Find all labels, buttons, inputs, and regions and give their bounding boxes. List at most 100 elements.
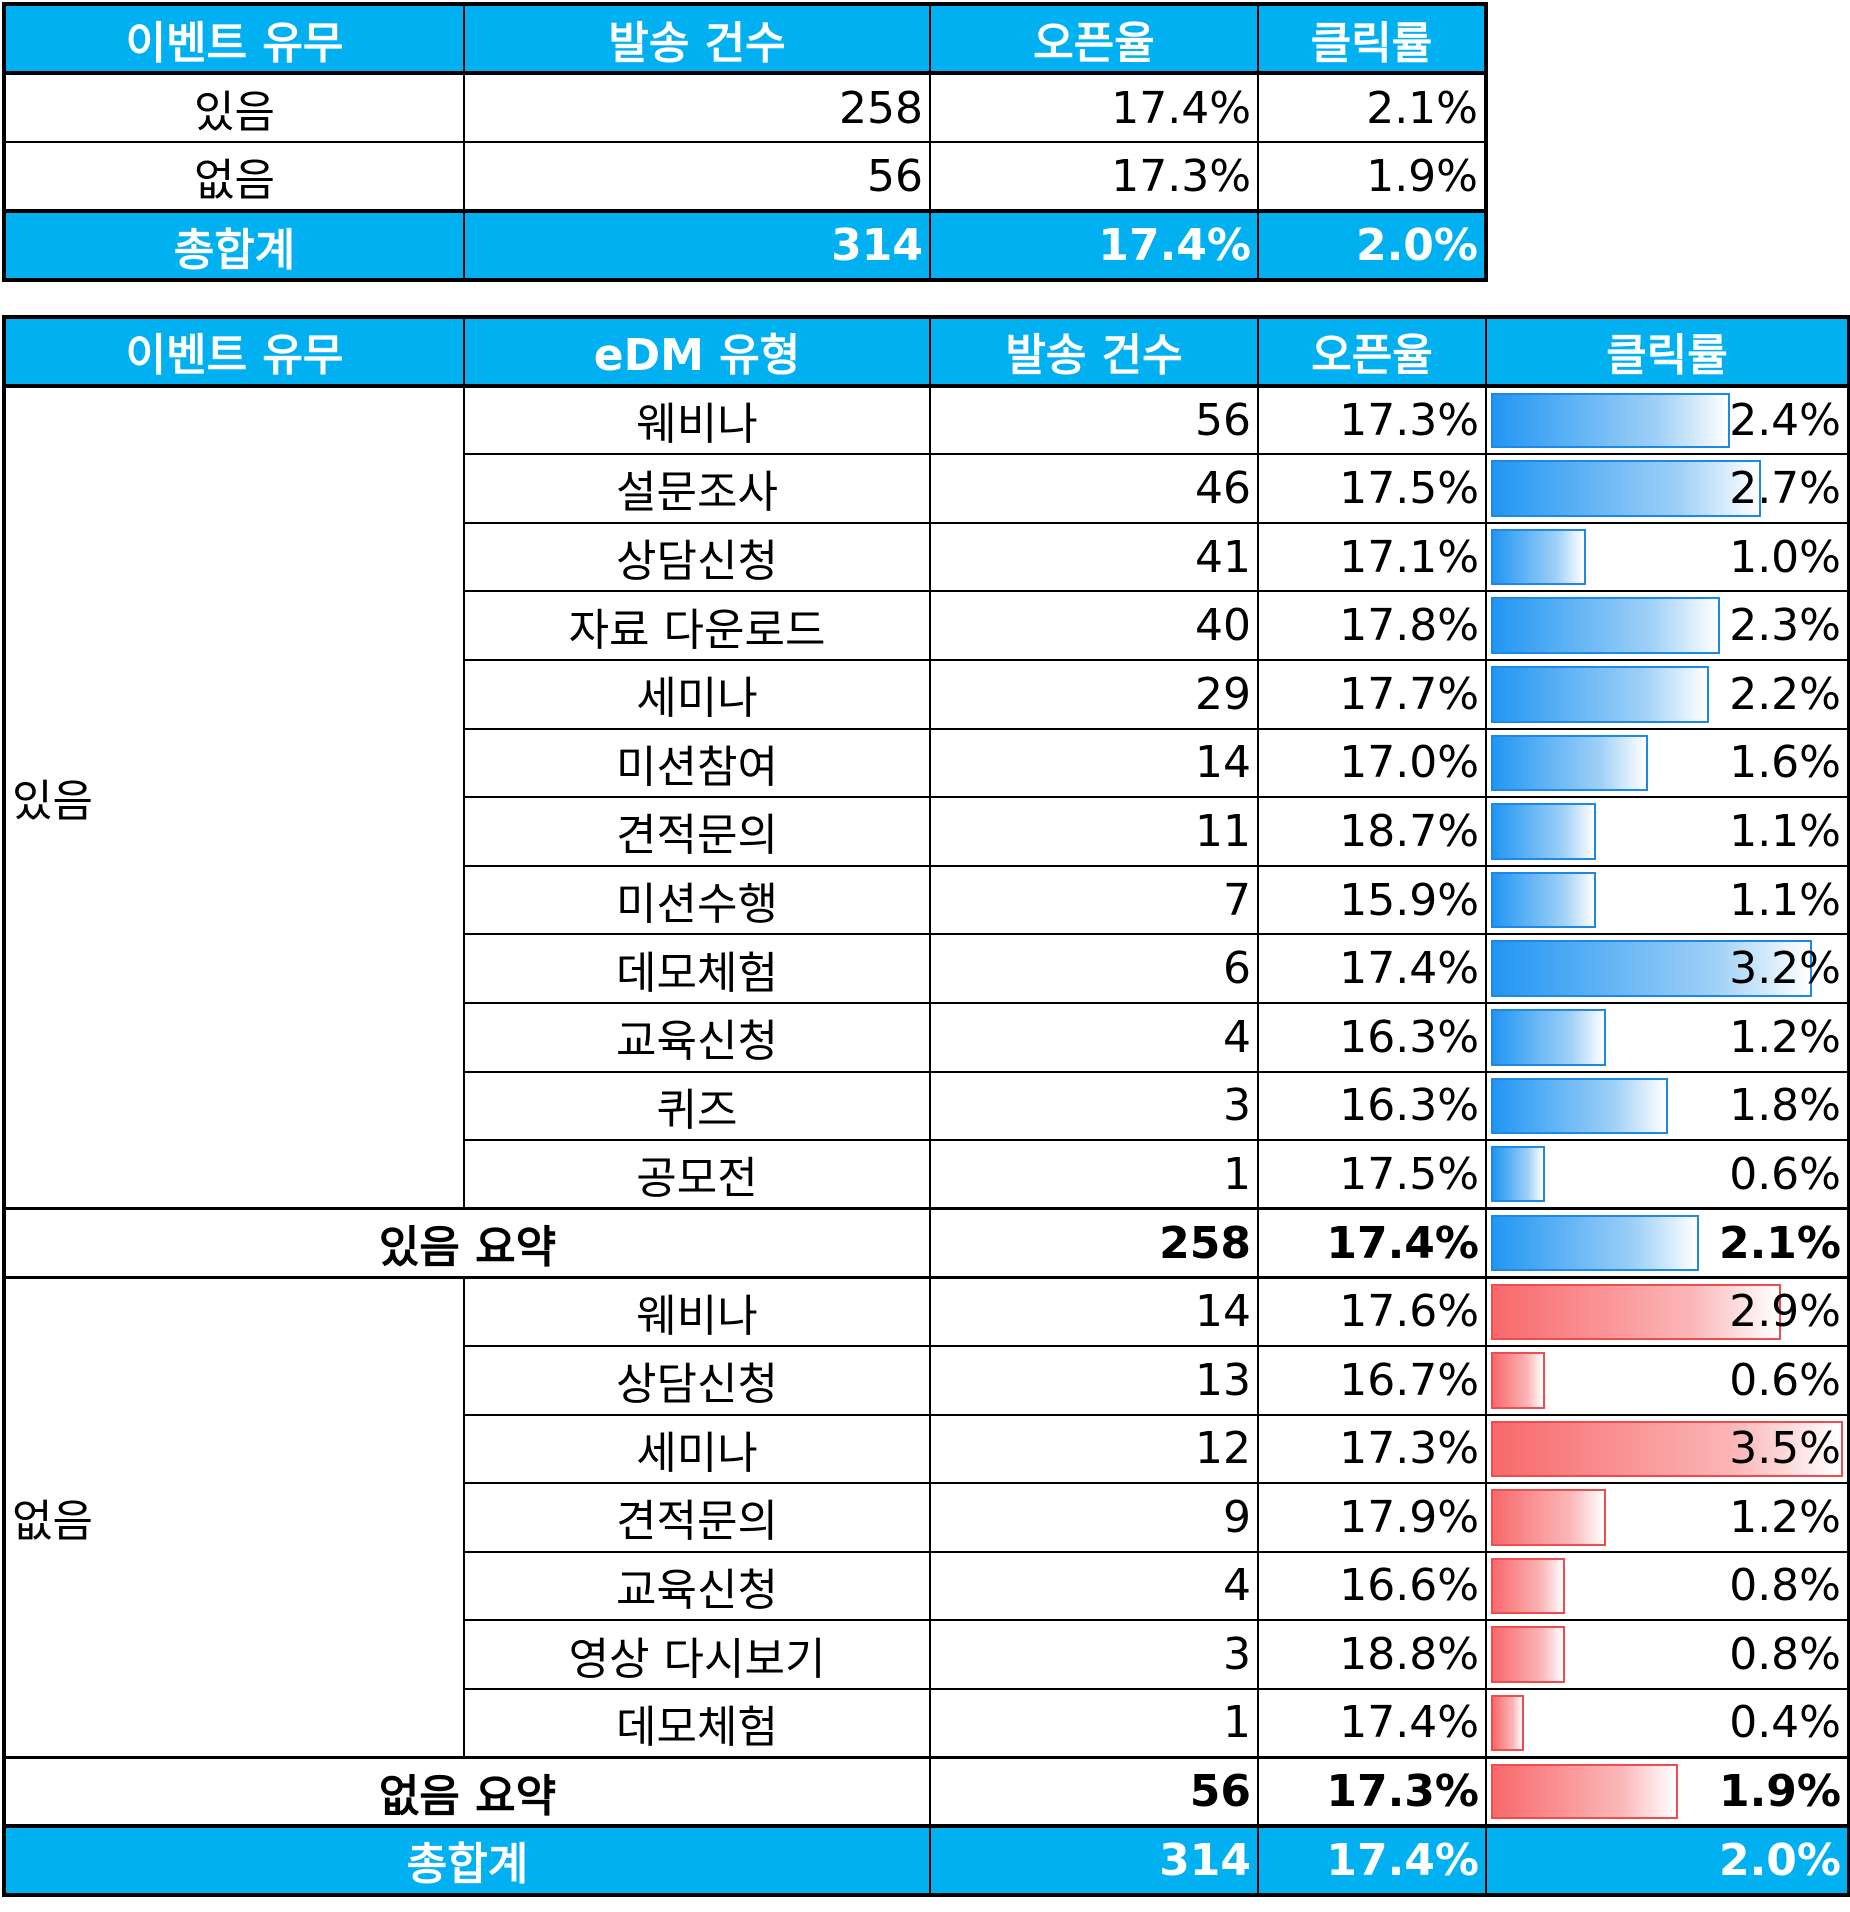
- count-cell: 56: [929, 384, 1259, 456]
- click-rate-value: 2.7%: [1729, 462, 1841, 514]
- edm-type-cell: 데모체험: [463, 933, 931, 1004]
- group-summary-label: 있음 요약: [3, 1207, 931, 1279]
- total-open-rate: 17.4%: [929, 209, 1259, 281]
- click-rate-cell: 3.2%: [1485, 933, 1850, 1004]
- edm-type-cell: 교육신청: [463, 1001, 931, 1073]
- total-click-rate: 2.0%: [1485, 1824, 1850, 1896]
- open-rate-cell: 17.6%: [1257, 1276, 1487, 1347]
- total-open-rate: 17.4%: [1257, 1824, 1487, 1896]
- click-rate-value: 0.8%: [1729, 1629, 1841, 1681]
- click-rate-databar: [1491, 1489, 1607, 1546]
- edm-type-cell: 세미나: [463, 1413, 931, 1485]
- count-cell: 1: [929, 1139, 1259, 1210]
- edm-type-cell: 미션수행: [463, 864, 931, 936]
- open-rate-cell: 17.3%: [929, 141, 1259, 212]
- total-label: 총합계: [3, 1824, 931, 1896]
- group-summary-count: 258: [929, 1207, 1259, 1279]
- count-cell: 14: [929, 727, 1259, 799]
- group-summary-open-rate: 17.3%: [1257, 1755, 1487, 1828]
- count-cell: 46: [929, 453, 1259, 524]
- click-rate-databar: [1491, 1694, 1525, 1751]
- click-rate-value: 2.1%: [1718, 1217, 1841, 1269]
- group-summary-count: 56: [929, 1755, 1259, 1828]
- open-rate-cell: 16.3%: [1257, 1001, 1487, 1073]
- edm-type-cell: 퀴즈: [463, 1070, 931, 1142]
- click-rate-value: 2.3%: [1729, 600, 1841, 652]
- click-rate-value: 0.8%: [1729, 1560, 1841, 1612]
- open-rate-cell: 17.8%: [1257, 590, 1487, 661]
- click-rate-value: 2.4%: [1729, 394, 1841, 446]
- edm-type-cell: 웨비나: [463, 384, 931, 456]
- click-rate-cell: 2.3%: [1485, 590, 1850, 661]
- click-rate-cell: 1.8%: [1485, 1070, 1850, 1142]
- edm-type-cell: 교육신청: [463, 1550, 931, 1622]
- click-rate-databar: [1491, 1008, 1607, 1066]
- open-rate-cell: 17.9%: [1257, 1482, 1487, 1553]
- click-rate-value: 0.6%: [1729, 1148, 1841, 1200]
- click-rate-databar: [1491, 1351, 1545, 1409]
- summary-row: 없음 56 17.3% 1.9%: [3, 141, 1487, 212]
- count-cell: 6: [929, 933, 1259, 1004]
- detail-total-row: 총합계 314 17.4% 2.0%: [3, 1824, 1850, 1896]
- open-rate-cell: 17.4%: [1257, 933, 1487, 1004]
- click-rate-cell: 2.1%: [1257, 72, 1487, 143]
- group-summary-open-rate: 17.4%: [1257, 1207, 1487, 1279]
- group-summary-row: 없음 요약 56 17.3% 1.9%: [3, 1755, 1850, 1828]
- detail-row: 미션참여 14 17.0% 1.6%: [4, 727, 1850, 799]
- click-rate-cell: 0.6%: [1485, 1344, 1850, 1416]
- click-rate-value: 1.9%: [1718, 1766, 1841, 1818]
- click-rate-value: 3.5%: [1729, 1423, 1841, 1475]
- click-rate-cell: 1.2%: [1485, 1482, 1850, 1553]
- count-cell: 11: [929, 796, 1259, 867]
- click-rate-databar: [1491, 803, 1597, 860]
- edm-type-cell: 웨비나: [463, 1276, 931, 1347]
- click-rate-value: 0.6%: [1729, 1354, 1841, 1406]
- header-edm-type: eDM 유형: [463, 316, 931, 388]
- click-rate-databar: [1491, 1283, 1782, 1340]
- detail-row: 데모체험 6 17.4% 3.2%: [4, 933, 1850, 1004]
- edm-type-cell: 자료 다운로드: [463, 590, 931, 661]
- click-rate-cell: 2.1%: [1485, 1207, 1850, 1279]
- detail-row: 견적문의 9 17.9% 1.2%: [4, 1482, 1850, 1553]
- count-cell: 12: [929, 1413, 1259, 1485]
- click-rate-cell: 1.9%: [1257, 141, 1487, 212]
- click-rate-value: 1.0%: [1729, 531, 1841, 583]
- open-rate-cell: 17.5%: [1257, 453, 1487, 524]
- click-rate-databar: [1491, 1146, 1545, 1203]
- group-summary-row: 있음 요약 258 17.4% 2.1%: [3, 1207, 1850, 1279]
- detail-row: 미션수행 7 15.9% 1.1%: [4, 864, 1850, 936]
- click-rate-cell: 2.7%: [1485, 453, 1850, 524]
- count-cell: 14: [929, 1276, 1259, 1347]
- count-cell: 4: [929, 1550, 1259, 1622]
- header-click-rate: 클릭률: [1257, 3, 1487, 75]
- click-rate-cell: 0.4%: [1485, 1687, 1850, 1759]
- count-cell: 4: [929, 1001, 1259, 1073]
- count-cell: 40: [929, 590, 1259, 661]
- open-rate-cell: 17.3%: [1257, 1413, 1487, 1485]
- detail-row: 상담신청 41 17.1% 1.0%: [4, 521, 1850, 593]
- detail-row: 있음 웨비나 56 17.3% 2.4%: [3, 384, 1850, 1210]
- click-rate-databar: [1491, 1420, 1843, 1478]
- count-cell: 13: [929, 1344, 1259, 1416]
- click-rate-databar: [1491, 734, 1648, 792]
- count-cell: 56: [463, 141, 931, 212]
- click-rate-cell: 0.6%: [1485, 1139, 1850, 1210]
- click-rate-databar: [1491, 528, 1586, 586]
- click-rate-databar: [1491, 1763, 1679, 1820]
- edm-type-cell: 설문조사: [463, 453, 931, 524]
- count-cell: 3: [929, 1070, 1259, 1142]
- detail-row: 공모전 1 17.5% 0.6%: [4, 1139, 1850, 1210]
- click-rate-cell: 2.4%: [1485, 384, 1850, 456]
- click-rate-databar: [1491, 1077, 1669, 1135]
- event-group-cell: 없음: [3, 1276, 465, 1759]
- edm-type-cell: 데모체험: [463, 1687, 931, 1759]
- header-open-rate: 오픈율: [1257, 316, 1487, 388]
- count-cell: 7: [929, 864, 1259, 936]
- event-cell: 있음: [3, 72, 465, 143]
- open-rate-cell: 16.6%: [1257, 1550, 1487, 1622]
- click-rate-cell: 1.0%: [1485, 521, 1850, 593]
- detail-row: 세미나 12 17.3% 3.5%: [4, 1413, 1850, 1485]
- click-rate-cell: 1.1%: [1485, 864, 1850, 936]
- click-rate-cell: 1.9%: [1485, 1755, 1850, 1828]
- click-rate-cell: 1.6%: [1485, 727, 1850, 799]
